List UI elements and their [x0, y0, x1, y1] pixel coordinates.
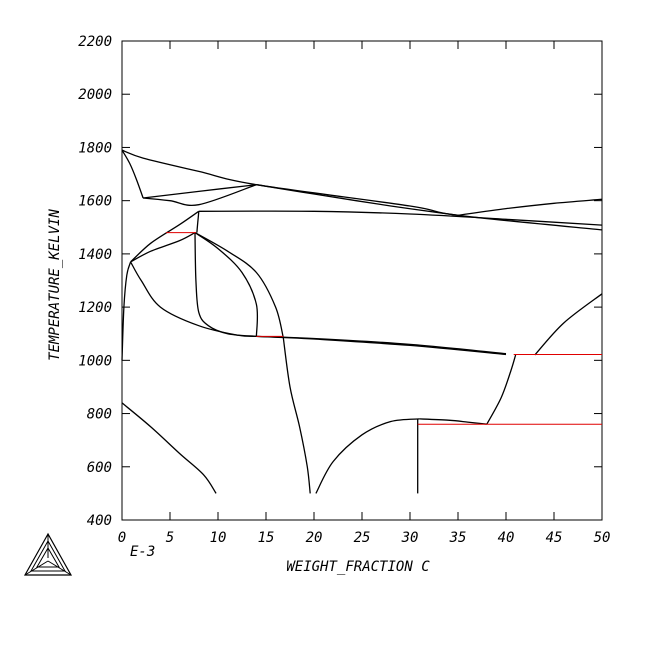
- phase-boundary-15: [194, 232, 284, 338]
- x-tick-label: 15: [258, 530, 275, 546]
- y-tick-label: 2000: [78, 87, 112, 103]
- phase-boundary-22: [534, 293, 603, 356]
- y-tick-label: 1600: [78, 194, 112, 210]
- phase-boundary-18: [282, 337, 311, 494]
- phase-boundaries: [121, 149, 603, 494]
- plot-border: [121, 40, 603, 521]
- x-scale-label: E-3: [130, 544, 155, 560]
- phase-boundary-21: [486, 354, 517, 425]
- phase-boundary-24: [121, 402, 217, 494]
- phase-boundary-4: [143, 184, 257, 199]
- phase-boundary-19: [315, 418, 420, 494]
- x-axis-ticks: 0 5 10 15 20 25 30 35 40 45 50: [118, 41, 611, 546]
- x-tick-label: 40: [498, 530, 515, 546]
- phase-boundary-6: [457, 198, 603, 216]
- y-tick-label: 1000: [78, 353, 112, 369]
- x-tick-label: 0: [118, 530, 126, 546]
- phase-boundary-5: [256, 184, 459, 216]
- phase-boundary-14: [194, 232, 259, 337]
- y-tick-label: 1200: [78, 300, 112, 316]
- phase-boundary-10: [130, 232, 196, 263]
- y-tick-label: 2200: [78, 34, 112, 50]
- y-tick-label: 400: [87, 513, 112, 529]
- x-tick-label: 25: [354, 530, 371, 546]
- y-tick-label: 1400: [78, 247, 112, 263]
- plot-frame: [121, 40, 603, 521]
- tie-lines: [166, 232, 602, 425]
- y-tick-label: 800: [87, 407, 112, 423]
- phase-boundary-1: [121, 149, 603, 231]
- x-tick-label: 10: [210, 530, 227, 546]
- phase-boundary-11: [121, 261, 132, 361]
- phase-boundary-2: [121, 149, 144, 199]
- x-axis-title: WEIGHT_FRACTION C: [286, 559, 430, 575]
- x-tick-label: 35: [449, 530, 467, 546]
- phase-boundary-20: [419, 418, 487, 425]
- y-tick-label: 600: [87, 460, 112, 476]
- phase-boundary-8: [130, 210, 200, 263]
- thermo-calc-triangle-logo: [23, 532, 73, 576]
- y-tick-label: 1800: [78, 140, 112, 156]
- x-tick-label: 50: [594, 530, 611, 546]
- phase-boundary-13: [194, 232, 257, 338]
- phase-boundary-12: [130, 261, 257, 338]
- x-tick-label: 5: [166, 530, 174, 546]
- x-tick-label: 20: [306, 530, 323, 546]
- phase-boundary-7: [198, 210, 603, 226]
- y-axis-ticks: 400 600 800 1000 1200 1400 1600 1800 2000 2200: [78, 34, 602, 529]
- phase-boundary-9: [196, 211, 200, 233]
- phase-boundary-17: [256, 335, 507, 356]
- x-tick-label: 45: [546, 530, 563, 546]
- phase-boundary-3: [143, 184, 257, 206]
- y-axis-title: TEMPERATURE_KELVIN: [47, 209, 63, 361]
- x-tick-label: 30: [401, 530, 419, 546]
